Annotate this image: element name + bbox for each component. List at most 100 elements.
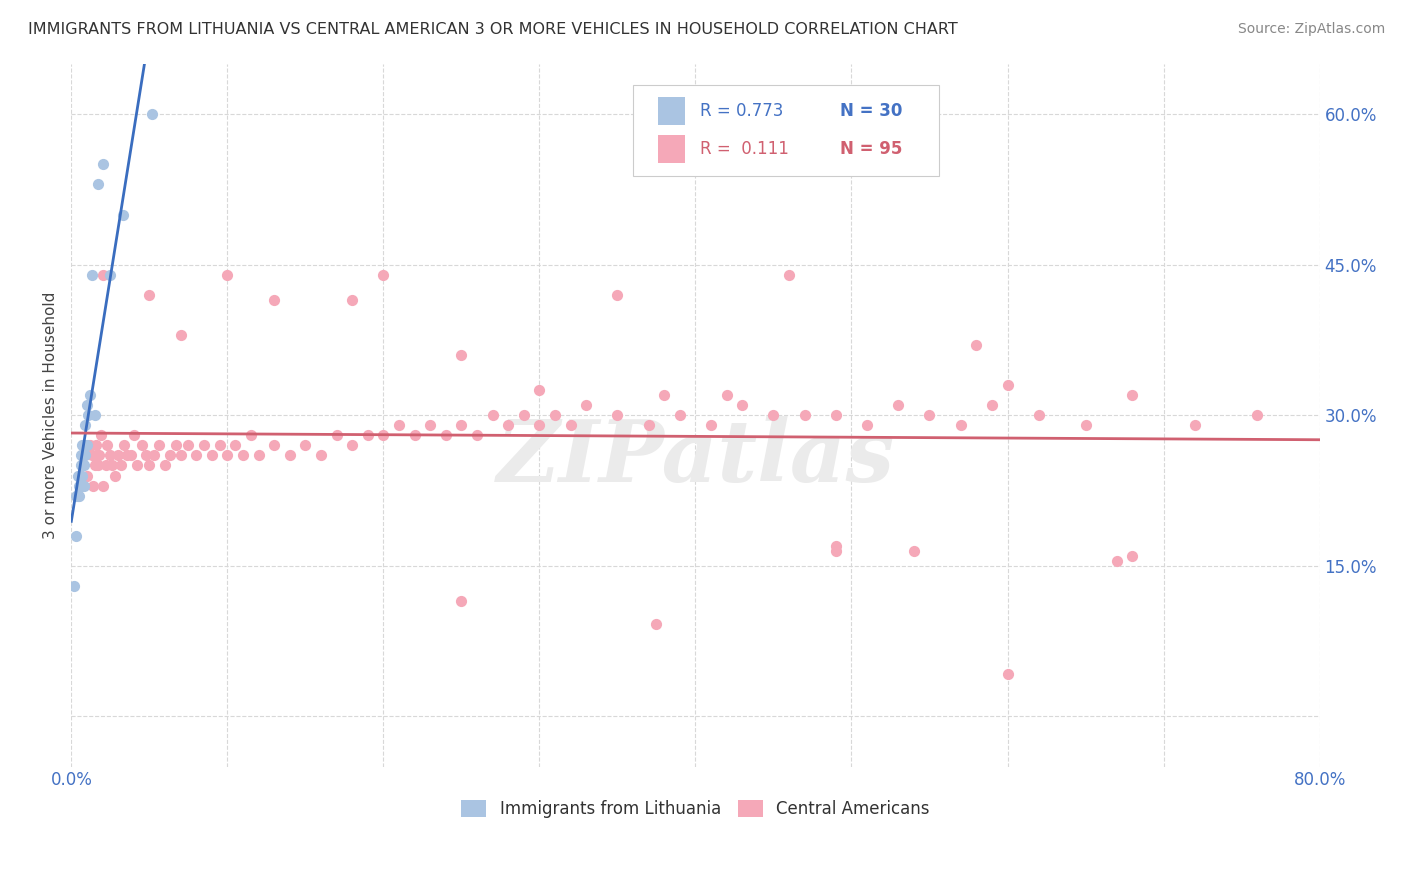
Point [169, 449, 191, 463]
Text: N = 30: N = 30 [841, 102, 903, 120]
Point [98, 268, 121, 282]
Point [606, 288, 628, 302]
Point [80, 268, 103, 282]
Point [997, 667, 1019, 681]
Point [887, 398, 910, 412]
Point [949, 418, 972, 433]
Point [450, 418, 472, 433]
Point [90, 428, 112, 442]
Point [89, 449, 111, 463]
Point [98, 449, 121, 463]
Point [224, 438, 246, 452]
Point [75, 449, 97, 463]
Point [778, 268, 800, 282]
Point [79, 438, 101, 452]
Point [263, 438, 285, 452]
Point [193, 438, 215, 452]
Point [111, 208, 134, 222]
Point [159, 449, 181, 463]
Point [700, 418, 723, 433]
Point [67, 489, 90, 503]
Point [120, 449, 142, 463]
Text: IMMIGRANTS FROM LITHUANIA VS CENTRAL AMERICAN 3 OR MORE VEHICLES IN HOUSEHOLD CO: IMMIGRANTS FROM LITHUANIA VS CENTRAL AME… [28, 22, 957, 37]
Point [980, 398, 1002, 412]
Point [325, 428, 347, 442]
Point [135, 449, 157, 463]
Point [388, 418, 411, 433]
Point [79, 388, 101, 402]
Point [65, 489, 87, 503]
Point [91, 157, 114, 171]
Point [101, 458, 124, 473]
Point [1184, 418, 1206, 433]
Point [496, 418, 519, 433]
Point [69, 449, 91, 463]
Point [177, 438, 200, 452]
Text: ZIPatlas: ZIPatlas [496, 416, 894, 500]
Point [73, 449, 96, 463]
Point [309, 449, 332, 463]
Y-axis label: 3 or more Vehicles in Household: 3 or more Vehicles in Household [44, 292, 58, 539]
Point [1074, 418, 1097, 433]
Point [141, 107, 163, 121]
Point [232, 449, 254, 463]
Point [73, 458, 96, 473]
Point [465, 428, 488, 442]
Point [83, 458, 105, 473]
Point [217, 268, 239, 282]
Point [481, 409, 503, 423]
Text: Source: ZipAtlas.com: Source: ZipAtlas.com [1237, 22, 1385, 37]
Point [856, 418, 879, 433]
Point [1105, 554, 1128, 568]
Point [340, 438, 363, 452]
Point [606, 409, 628, 423]
Point [404, 428, 426, 442]
Text: R =  0.111: R = 0.111 [700, 140, 789, 158]
Point [77, 409, 100, 423]
Point [357, 428, 380, 442]
Point [825, 409, 848, 423]
Point [117, 449, 139, 463]
Point [652, 388, 675, 402]
Point [825, 543, 848, 558]
Point [373, 428, 395, 442]
Text: N = 95: N = 95 [841, 140, 903, 158]
Point [148, 438, 170, 452]
Point [918, 409, 941, 423]
Point [903, 543, 925, 558]
Point [247, 449, 270, 463]
Point [294, 438, 316, 452]
Point [208, 438, 231, 452]
Text: R = 0.773: R = 0.773 [700, 102, 783, 120]
Point [513, 409, 536, 423]
Point [138, 288, 160, 302]
Point [125, 458, 148, 473]
Point [1121, 388, 1143, 402]
Point [575, 398, 598, 412]
Point [419, 418, 441, 433]
Point [63, 579, 86, 593]
Point [67, 478, 90, 492]
Point [87, 458, 110, 473]
Point [83, 409, 105, 423]
Point [239, 428, 262, 442]
Point [94, 458, 117, 473]
Point [112, 438, 135, 452]
Point [825, 539, 848, 553]
Point [66, 468, 89, 483]
Point [645, 617, 668, 632]
Point [793, 409, 815, 423]
Point [965, 338, 987, 352]
Point [1028, 409, 1050, 423]
Point [65, 529, 87, 543]
Point [201, 449, 224, 463]
Legend: Immigrants from Lithuania, Central Americans: Immigrants from Lithuania, Central Ameri… [454, 794, 936, 825]
Point [1246, 409, 1268, 423]
Point [122, 428, 145, 442]
Point [96, 438, 118, 452]
Point [69, 458, 91, 473]
Point [637, 418, 659, 433]
Point [104, 468, 127, 483]
Point [87, 178, 110, 192]
Point [1121, 549, 1143, 563]
